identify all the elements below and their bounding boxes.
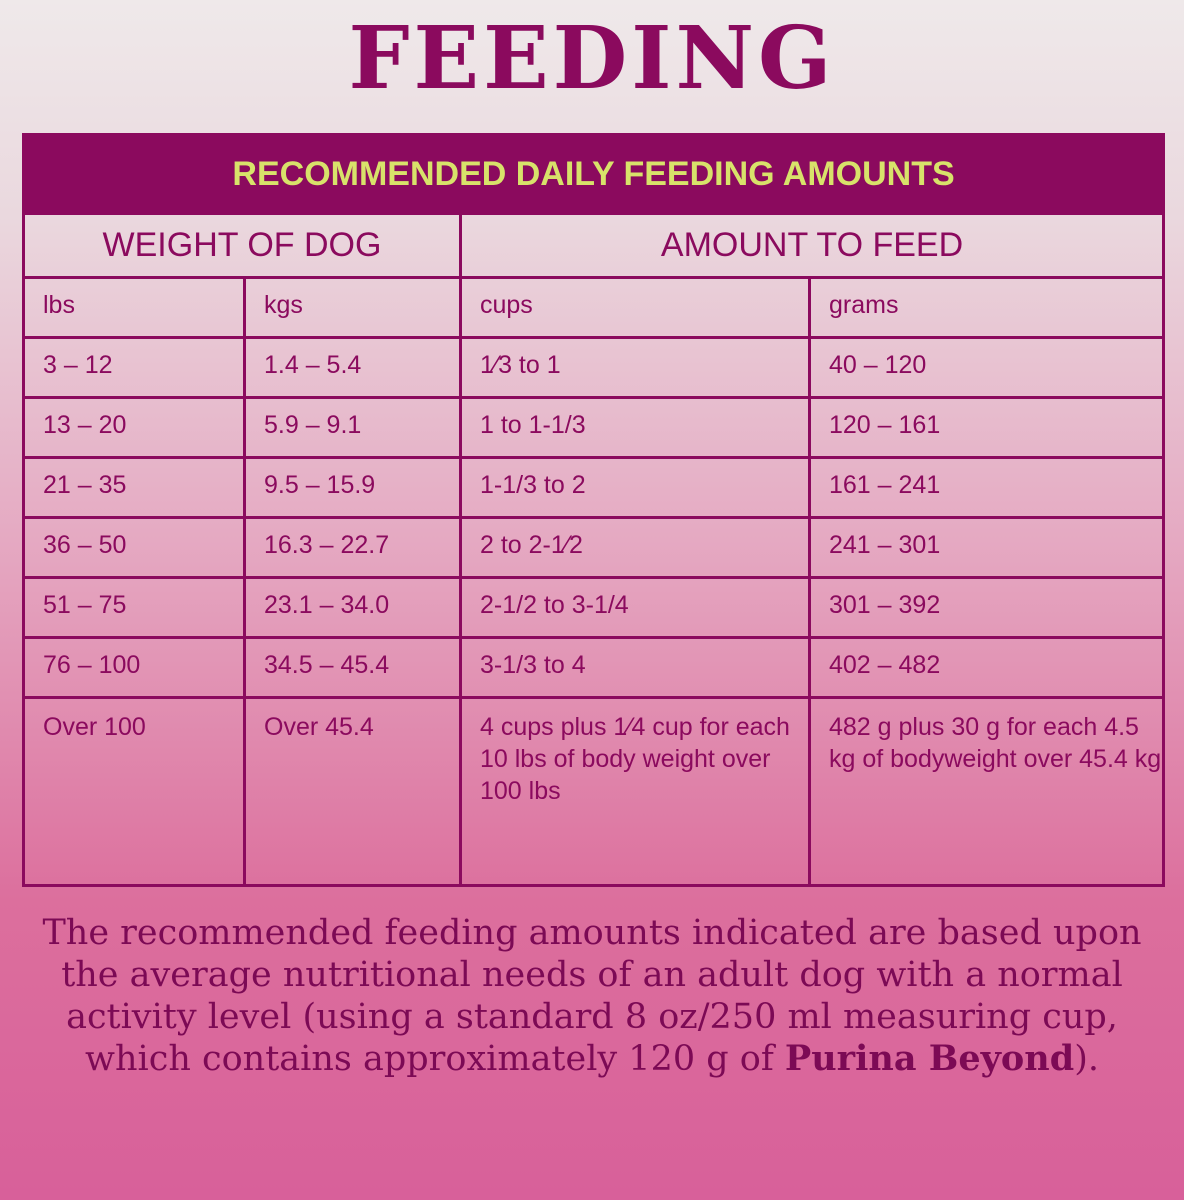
column-header-row: lbs kgs cups grams (22, 276, 1166, 339)
table-cell: 76 – 100 (22, 636, 246, 699)
table-cell: 120 – 161 (807, 396, 1166, 459)
table-row: Over 100 Over 45.4 4 cups plus 1⁄4 cup for… (22, 696, 1166, 887)
table-cell: 1⁄3 to 1 (459, 336, 811, 399)
group-header: WEIGHT OF DOG (22, 212, 462, 279)
table-cell: 3 – 12 (22, 336, 246, 399)
table-row: 36 – 50 16.3 – 22.7 2 to 2-1⁄2 241 – 301 (22, 516, 1166, 579)
note: The recommended feeding amounts indicate… (20, 912, 1164, 1080)
table-row: 51 – 75 23.1 – 34.0 2-1/2 to 3-1/4 301 – 39… (22, 576, 1166, 639)
note-end: ). (1074, 1039, 1099, 1079)
column-header: kgs (243, 276, 462, 339)
table-cell: 16.3 – 22.7 (243, 516, 462, 579)
table-cell: 2-1/2 to 3-1/4 (459, 576, 811, 639)
group-header: AMOUNT TO FEED (458, 212, 1166, 279)
table-cell: 51 – 75 (22, 576, 246, 639)
table-cell: 1 to 1-1/3 (459, 396, 811, 459)
table-cell: 241 – 301 (807, 516, 1166, 579)
table-cell: 5.9 – 9.1 (243, 396, 462, 459)
table-cell: 301 – 392 (807, 576, 1166, 639)
table-cell: 9.5 – 15.9 (243, 456, 462, 519)
table-cell: 40 – 120 (807, 336, 1166, 399)
table-cell: 34.5 – 45.4 (243, 636, 462, 699)
column-header: lbs (22, 276, 246, 339)
feeding-table: RECOMMENDED DAILY FEEDING AMOUNTS WEIGHT… (21, 133, 1166, 887)
title: FEEDING (348, 8, 836, 109)
table-row: 21 – 35 9.5 – 15.9 1-1/3 to 2 161 – 241 (22, 456, 1166, 519)
table-row: 3 – 12 1.4 – 5.4 1⁄3 to 1 40 – 120 (22, 336, 1166, 399)
table-cell: 23.1 – 34.0 (243, 576, 462, 639)
column-header: grams (807, 276, 1166, 339)
table-cell: 402 – 482 (807, 636, 1166, 699)
table-cell: 1.4 – 5.4 (243, 336, 462, 399)
note-text: The recommended feeding amounts indicate… (42, 913, 1142, 1079)
table-cell: 21 – 35 (22, 456, 246, 519)
column-header: cups (459, 276, 811, 339)
table-cell: 1-1/3 to 2 (459, 456, 811, 519)
table-body: lbs kgs cups grams 3 – 12 1.4 – 5.4 1⁄3 to 1 40… (22, 276, 1166, 887)
table-cell: 2 to 2-1⁄2 (459, 516, 811, 579)
table-cell: Over 100 (22, 696, 246, 887)
table-row: 76 – 100 34.5 – 45.4 3-1/3 to 4 402 – 482 (22, 636, 1166, 699)
table-cell: 13 – 20 (22, 396, 246, 459)
table-cell: Over 45.4 (243, 696, 462, 887)
brand: Purina Beyond (784, 1038, 1075, 1079)
table-cell: 4 cups plus 1⁄4 cup for each 10 lbs of b… (459, 696, 811, 887)
table-row: 13 – 20 5.9 – 9.1 1 to 1-1/3 120 – 161 (22, 396, 1166, 459)
table-cell: 482 g plus 30 g for each 4.5 kg of bodyw… (807, 696, 1166, 887)
table-cell: 36 – 50 (22, 516, 246, 579)
table-cell: 161 – 241 (807, 456, 1166, 519)
table-cell: 3-1/3 to 4 (459, 636, 811, 699)
table-caption: RECOMMENDED DAILY FEEDING AMOUNTS (21, 133, 1166, 215)
